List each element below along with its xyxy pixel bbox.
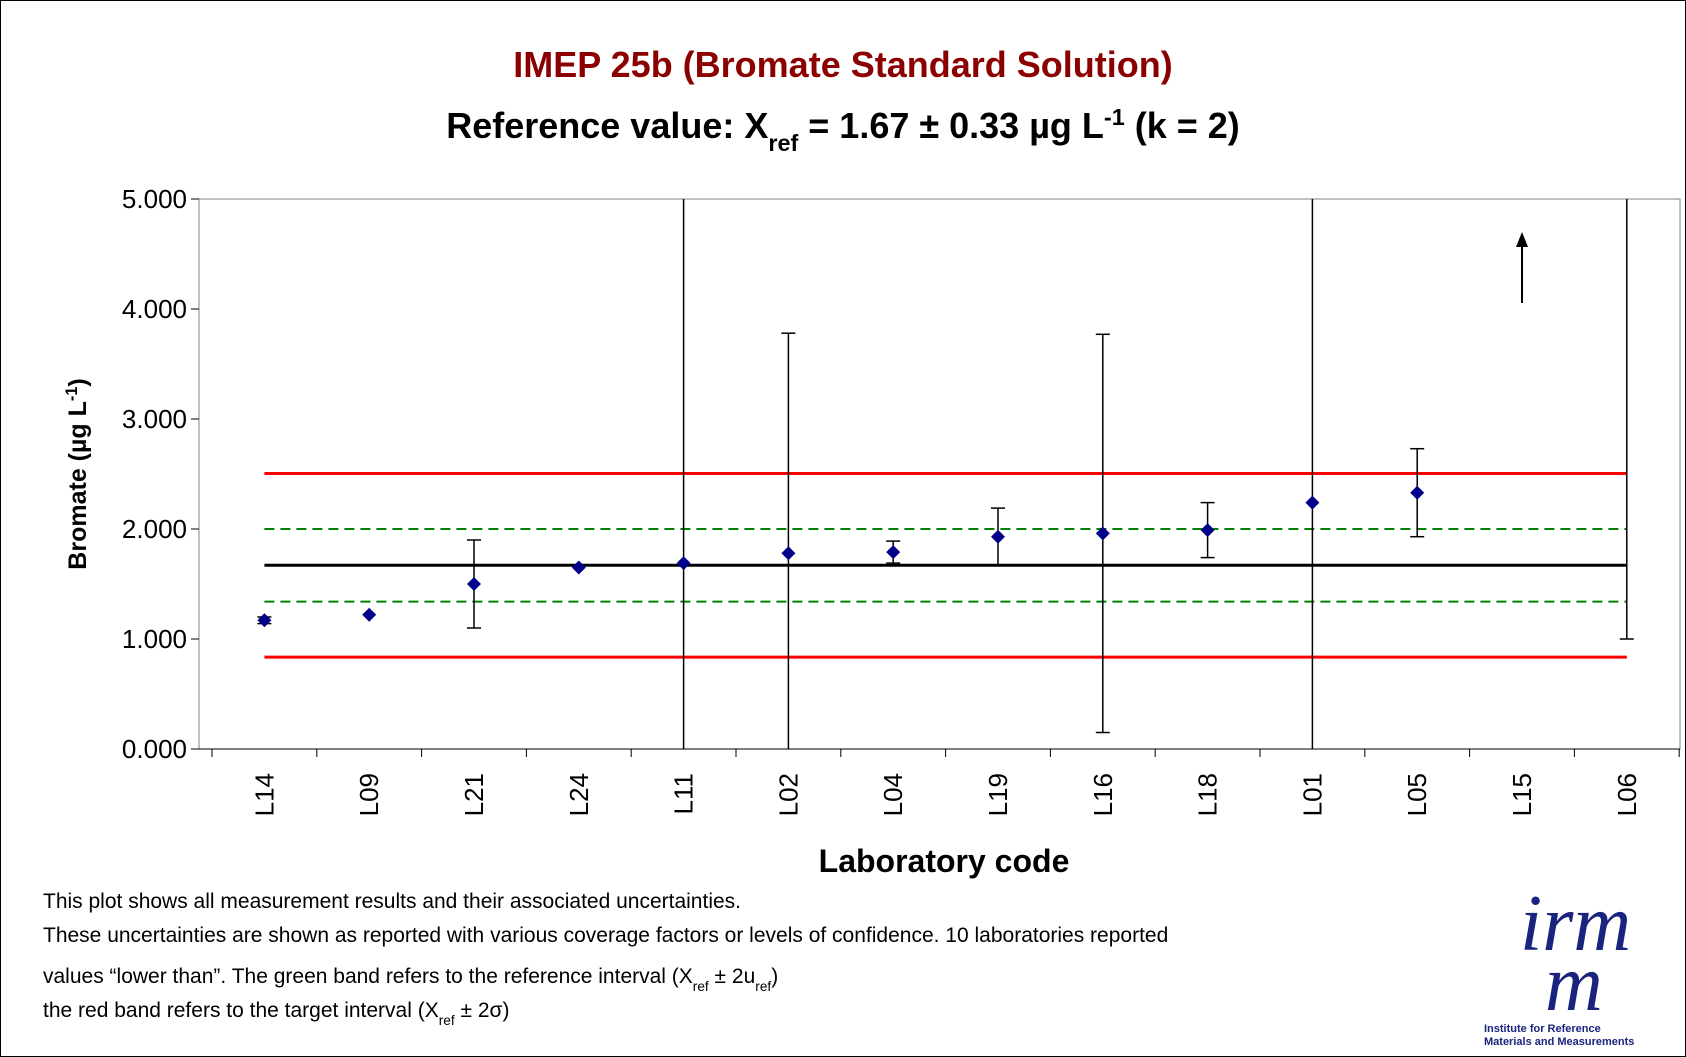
x-tick-label: L04 [878,773,908,816]
x-tick-label: L11 [669,773,699,814]
text-part: ± 2σ) [455,999,510,1022]
x-tick-label: L24 [564,773,594,816]
x-tick-label: L05 [1402,773,1432,816]
logo: irm m Institute for Reference Materials … [1484,880,1634,1048]
text-part: (k = 2) [1125,105,1240,146]
marker [1305,495,1320,510]
logo-text: Materials and Measurements [1484,1036,1634,1048]
text-part: = 1.67 ± 0.33 µg L [798,105,1104,146]
text-part: Reference value: X [446,105,768,146]
text-part: ) [771,965,778,988]
text-part: These uncertainties are shown as reporte… [43,924,1168,947]
x-tick-label: L02 [773,773,803,816]
y-tick-label: 4.000 [122,294,187,324]
marker [781,546,796,561]
arrow-head [1516,232,1528,247]
text-part: ref [439,1013,455,1028]
text-part: Bromate (µg L [64,401,92,570]
marker [467,577,481,591]
x-tick-label: L16 [1088,773,1118,816]
marker [362,607,377,622]
y-axis-label: Bromate (µg L-1) [63,378,92,569]
x-tick-label: L09 [354,773,384,816]
marker [1095,526,1110,541]
footnote: These uncertainties are shown as reporte… [43,924,1168,947]
text-part: the red band refers to the target interv… [43,999,439,1022]
text-part: ref [768,130,798,156]
marker [676,556,691,571]
text-part: -1 [63,387,81,401]
x-tick-label: L18 [1193,773,1223,816]
x-tick-label: L01 [1297,773,1327,816]
text-part: values “lower than”. The green band refe… [43,965,693,988]
x-tick-label: L06 [1612,773,1642,816]
y-tick-label: 0.000 [122,734,187,764]
marker [991,529,1005,544]
marker [257,613,272,628]
y-tick-label: 5.000 [122,184,187,214]
footnote: the red band refers to the target interv… [43,999,509,1028]
logo-mark: irm [1520,880,1631,968]
marker [886,545,901,560]
text-part: This plot shows all measurement results … [43,890,741,913]
text-part: ) [64,378,92,386]
x-axis-label: Laboratory code [819,843,1070,879]
footnote: This plot shows all measurement results … [43,890,741,913]
chart-subtitle: Reference value: Xref = 1.67 ± 0.33 µg L… [446,104,1240,156]
x-tick-label: L15 [1507,773,1537,816]
logo-mark: m [1545,940,1603,1028]
x-tick-label: L19 [983,773,1013,816]
x-tick-label: L14 [249,773,279,816]
text-part: ref [755,979,771,994]
text-part: ref [693,979,709,994]
logo-text: Institute for Reference [1484,1023,1601,1035]
x-tick-label: L21 [459,773,489,816]
marker [1410,485,1425,500]
marker [571,560,586,575]
marker [1200,523,1215,538]
footnotes: This plot shows all measurement results … [43,890,1168,1028]
y-tick-label: 1.000 [122,624,187,654]
footnote: values “lower than”. The green band refe… [43,965,778,994]
chart-title: IMEP 25b (Bromate Standard Solution) [513,44,1172,85]
y-tick-label: 3.000 [122,404,187,434]
y-tick-label: 2.000 [122,514,187,544]
text-part: -1 [1104,104,1125,130]
text-part: ± 2u [709,965,756,988]
